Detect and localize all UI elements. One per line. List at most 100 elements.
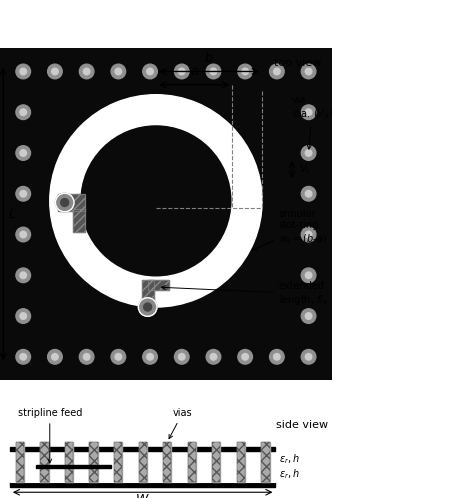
- Circle shape: [301, 350, 316, 364]
- Circle shape: [305, 68, 312, 75]
- Circle shape: [301, 186, 316, 201]
- Circle shape: [301, 309, 316, 323]
- Bar: [65, 442, 73, 482]
- Circle shape: [83, 68, 90, 75]
- Bar: [65, 442, 73, 482]
- Bar: [73, 209, 84, 233]
- Circle shape: [301, 64, 316, 79]
- Circle shape: [305, 109, 312, 116]
- Circle shape: [305, 190, 312, 197]
- Circle shape: [206, 350, 221, 364]
- Bar: [138, 442, 147, 482]
- Circle shape: [20, 313, 27, 319]
- Circle shape: [16, 268, 30, 282]
- Bar: [147, 280, 169, 290]
- Bar: [10, 482, 275, 487]
- Circle shape: [20, 190, 27, 197]
- Bar: [212, 442, 220, 482]
- Text: $\varepsilon_r ,h$: $\varepsilon_r ,h$: [279, 452, 300, 466]
- Circle shape: [47, 350, 62, 364]
- Circle shape: [20, 272, 27, 278]
- Bar: [16, 442, 24, 482]
- Circle shape: [16, 350, 30, 364]
- Circle shape: [47, 64, 62, 79]
- Text: $b$: $b$: [204, 51, 214, 65]
- Circle shape: [301, 105, 316, 120]
- Circle shape: [174, 350, 189, 364]
- Bar: [58, 194, 84, 211]
- Circle shape: [16, 146, 30, 160]
- Circle shape: [16, 64, 30, 79]
- Circle shape: [147, 68, 153, 75]
- Circle shape: [143, 64, 157, 79]
- Text: stripline feed: stripline feed: [18, 408, 82, 463]
- Circle shape: [16, 227, 30, 242]
- Bar: [40, 442, 49, 482]
- Circle shape: [242, 354, 248, 360]
- Circle shape: [111, 64, 126, 79]
- Circle shape: [206, 64, 221, 79]
- Text: annular
slot-ring
$w_s =(b$-$a)$: annular slot-ring $w_s =(b$-$a)$: [253, 209, 327, 250]
- Circle shape: [273, 68, 280, 75]
- Circle shape: [52, 354, 58, 360]
- Circle shape: [144, 303, 152, 311]
- Circle shape: [16, 309, 30, 323]
- Text: top view: top view: [274, 58, 322, 68]
- Circle shape: [61, 199, 69, 207]
- Circle shape: [20, 68, 27, 75]
- Bar: [138, 442, 147, 482]
- Text: $L$: $L$: [8, 208, 17, 221]
- Circle shape: [179, 68, 185, 75]
- Text: $a$: $a$: [190, 65, 199, 78]
- Bar: [10, 447, 275, 451]
- Circle shape: [238, 64, 253, 79]
- Bar: [36, 465, 111, 468]
- Bar: [142, 280, 154, 304]
- Circle shape: [305, 354, 312, 360]
- Circle shape: [270, 350, 284, 364]
- Circle shape: [143, 350, 157, 364]
- Circle shape: [270, 64, 284, 79]
- Text: $\varepsilon_r ,h$: $\varepsilon_r ,h$: [279, 468, 300, 482]
- Circle shape: [20, 231, 27, 238]
- Bar: [237, 442, 245, 482]
- Circle shape: [20, 109, 27, 116]
- Circle shape: [301, 146, 316, 160]
- Bar: [114, 442, 122, 482]
- Circle shape: [174, 64, 189, 79]
- Circle shape: [305, 150, 312, 156]
- Circle shape: [210, 354, 217, 360]
- Bar: [163, 442, 172, 482]
- Bar: [90, 442, 98, 482]
- Circle shape: [147, 354, 153, 360]
- Text: side view: side view: [276, 420, 328, 430]
- Circle shape: [273, 354, 280, 360]
- Circle shape: [305, 272, 312, 278]
- Circle shape: [242, 68, 248, 75]
- Circle shape: [111, 350, 126, 364]
- Circle shape: [55, 193, 74, 212]
- Bar: [73, 209, 84, 233]
- Bar: [147, 280, 169, 290]
- Bar: [58, 194, 84, 211]
- Circle shape: [138, 298, 157, 316]
- Bar: [261, 442, 270, 482]
- Circle shape: [16, 105, 30, 120]
- Circle shape: [301, 268, 316, 282]
- Circle shape: [115, 68, 122, 75]
- Circle shape: [20, 354, 27, 360]
- Circle shape: [20, 150, 27, 156]
- Text: vias: vias: [169, 408, 192, 439]
- Bar: [188, 442, 196, 482]
- Bar: [237, 442, 245, 482]
- Circle shape: [52, 68, 58, 75]
- Text: extended
length, $fl_e$: extended length, $fl_e$: [162, 281, 328, 307]
- Bar: [261, 442, 270, 482]
- Bar: [10, 467, 275, 482]
- Circle shape: [16, 186, 30, 201]
- Bar: [142, 280, 154, 304]
- Bar: [16, 442, 24, 482]
- Text: $V_s$: $V_s$: [299, 162, 310, 176]
- Circle shape: [79, 64, 94, 79]
- Bar: [114, 442, 122, 482]
